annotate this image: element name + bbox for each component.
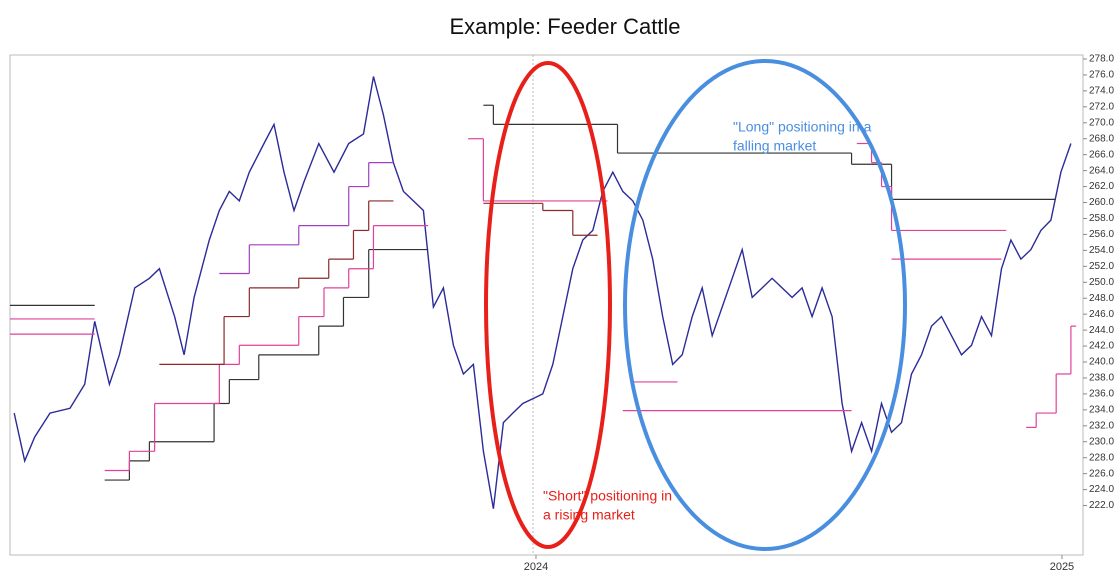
marks [10, 76, 1077, 509]
y-tick-label: 236.0 [1089, 389, 1114, 400]
y-tick-label: 266.0 [1089, 149, 1114, 160]
y-tick-label: 258.0 [1089, 213, 1114, 224]
y-tick-label: 234.0 [1089, 405, 1114, 416]
y-tick-label: 242.0 [1089, 341, 1114, 352]
y-tick-label: 260.0 [1089, 197, 1114, 208]
y-tick-label: 278.0 [1089, 54, 1114, 65]
price-line [13, 76, 1072, 509]
annotation: falling market [733, 138, 816, 154]
y-tick-label: 244.0 [1089, 325, 1114, 336]
chart-title: Example: Feeder Cattle [449, 14, 680, 39]
y-tick-label: 228.0 [1089, 452, 1114, 463]
y-tick-label: 254.0 [1089, 245, 1114, 256]
y-tick-label: 270.0 [1089, 117, 1114, 128]
y-tick-label: 222.0 [1089, 500, 1114, 511]
y-tick-label: 246.0 [1089, 309, 1114, 320]
blue-ellipse [623, 59, 907, 551]
y-tick-label: 224.0 [1089, 484, 1114, 495]
x-tick-label: 2024 [524, 561, 548, 573]
y-tick-label: 262.0 [1089, 181, 1114, 192]
y-tick-label: 238.0 [1089, 373, 1114, 384]
y-tick-label: 256.0 [1089, 229, 1114, 240]
annotation: a rising market [543, 507, 635, 523]
y-tick-label: 248.0 [1089, 293, 1114, 304]
y-tick-label: 230.0 [1089, 436, 1114, 447]
y-tick-label: 226.0 [1089, 468, 1114, 479]
annotation: "Short" positioning in [543, 488, 672, 504]
y-tick-label: 274.0 [1089, 86, 1114, 97]
y-tick-label: 232.0 [1089, 420, 1114, 431]
y-tick-label: 276.0 [1089, 70, 1114, 81]
y-tick-label: 264.0 [1089, 165, 1114, 176]
y-tick-label: 268.0 [1089, 133, 1114, 144]
annotation: "Long" positioning in a [733, 119, 872, 135]
red-ellipse [484, 61, 612, 549]
x-tick-label: 2025 [1050, 561, 1074, 573]
y-tick-label: 240.0 [1089, 357, 1114, 368]
y-tick-label: 252.0 [1089, 261, 1114, 272]
y-tick-label: 272.0 [1089, 101, 1114, 112]
y-tick-label: 250.0 [1089, 277, 1114, 288]
